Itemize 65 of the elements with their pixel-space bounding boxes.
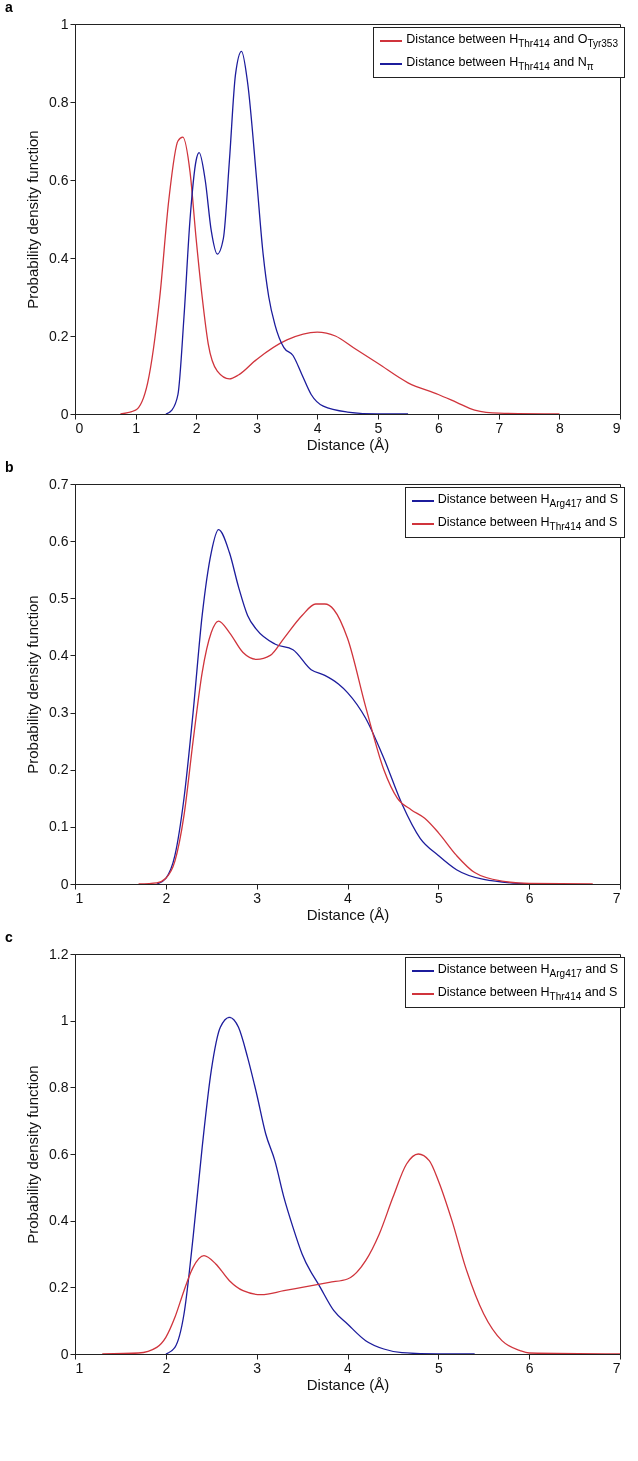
- y-tick-label: 0.3: [49, 704, 69, 721]
- y-tick-label: 0: [60, 405, 69, 422]
- line-series: [165, 1016, 476, 1354]
- legend-label: Distance between H$_{Thr414}$ and S: [437, 983, 618, 1003]
- y-tick-label: 0: [60, 875, 69, 892]
- legend-label: Distance between H$_{Arg417}$ and S: [437, 961, 618, 981]
- x-tick-label: 0: [75, 419, 84, 436]
- y-tick-label: 0.8: [49, 1078, 69, 1095]
- y-tick-label: 0.4: [49, 646, 69, 663]
- x-tick-label: 7: [495, 419, 504, 436]
- x-tick-label: 2: [192, 419, 201, 436]
- x-tick-label: 7: [612, 1359, 621, 1376]
- y-tick-label: 0.4: [49, 1212, 69, 1229]
- x-tick-label: 9: [612, 419, 621, 436]
- x-tick-label: 1: [75, 1359, 84, 1376]
- x-tick-label: 3: [253, 889, 262, 906]
- y-axis-title: Probability density function: [24, 595, 42, 774]
- y-tick-label: 0.4: [49, 249, 69, 266]
- x-tick-label: 2: [162, 1359, 171, 1376]
- y-tick-label: 1.2: [49, 945, 69, 962]
- x-tick-label: 2: [162, 889, 171, 906]
- x-tick-label: 3: [253, 419, 262, 436]
- y-tick-label: 0.1: [49, 818, 69, 835]
- y-tick-label: 0.2: [49, 1278, 69, 1295]
- x-tick-label: 8: [556, 419, 565, 436]
- y-tick-label: 0.6: [49, 532, 69, 549]
- y-axis-title: Probability density function: [24, 1065, 42, 1244]
- legend-label: Distance between H$_{Arg417}$ and S: [437, 491, 618, 511]
- x-tick-label: 6: [434, 419, 443, 436]
- x-tick-label: 6: [525, 889, 534, 906]
- chart-title: c: [5, 929, 13, 945]
- y-tick-label: 0.2: [49, 761, 69, 778]
- x-tick-label: 4: [344, 889, 353, 906]
- line-series: [101, 1153, 620, 1354]
- x-tick-label: 6: [525, 1359, 534, 1376]
- y-tick-label: 1: [60, 15, 69, 32]
- x-tick-label: 4: [313, 419, 322, 436]
- chart-title: b: [5, 459, 14, 475]
- legend-label: Distance between H$_{Thr414}$ and S: [437, 513, 618, 533]
- y-tick-label: 0.6: [49, 171, 69, 188]
- y-tick-label: 0.5: [49, 589, 69, 606]
- line-series: [137, 603, 594, 884]
- x-axis-title: Distance (Å): [306, 435, 390, 453]
- x-tick-label: 4: [344, 1359, 353, 1376]
- x-axis-title: Distance (Å): [306, 1375, 390, 1393]
- y-tick-label: 1: [60, 1012, 69, 1029]
- chart-title: a: [5, 0, 13, 15]
- x-tick-label: 5: [374, 419, 383, 436]
- y-tick-label: 0.6: [49, 1145, 69, 1162]
- x-axis-title: Distance (Å): [306, 905, 390, 923]
- legend-label: Distance between H$_{Thr414}$ and N$_{π}$: [406, 53, 594, 73]
- x-tick-label: 5: [434, 1359, 443, 1376]
- x-tick-label: 5: [434, 889, 443, 906]
- line-series: [165, 50, 409, 414]
- y-tick-label: 0.8: [49, 93, 69, 110]
- y-tick-label: 0: [60, 1345, 69, 1362]
- x-tick-label: 1: [75, 889, 84, 906]
- x-tick-label: 3: [253, 1359, 262, 1376]
- legend-label: Distance between H$_{Thr414}$ and O$_{Tyr353}$: [406, 31, 618, 51]
- y-tick-label: 0.7: [49, 475, 69, 492]
- x-tick-label: 1: [132, 419, 141, 436]
- x-tick-label: 7: [612, 889, 621, 906]
- line-series: [119, 136, 561, 414]
- y-tick-label: 0.2: [49, 327, 69, 344]
- y-axis-title: Probability density function: [24, 130, 42, 309]
